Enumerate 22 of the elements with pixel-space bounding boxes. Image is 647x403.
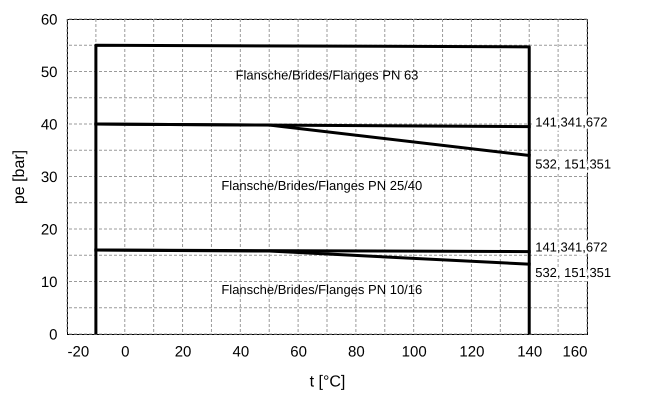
x-tick-label: 40 (232, 344, 250, 360)
x-tick-label: 0 (121, 344, 130, 360)
y-tick-label: 50 (40, 64, 58, 81)
x-tick-label: 20 (174, 344, 192, 360)
annotation: Flansche/Brides/Flanges PN 63 (236, 68, 418, 83)
x-tick-label: 80 (348, 344, 365, 360)
annotation: Flansche/Brides/Flanges PN 10/16 (221, 282, 422, 297)
annotation: Flansche/Brides/Flanges PN 25/40 (221, 178, 422, 193)
x-tick-label: 160 (562, 344, 588, 360)
x-tick-label: -20 (68, 344, 90, 360)
y-tick-label: 20 (40, 222, 58, 238)
y-tick-label: 30 (40, 169, 58, 186)
y-axis-title: pe [bar] (10, 150, 28, 204)
y-tick-label: 0 (49, 326, 58, 344)
y-tick-label: 40 (40, 116, 58, 134)
x-tick-label: 140 (517, 344, 542, 360)
y-tick-label: 10 (40, 274, 58, 291)
x-tick-label: 60 (290, 344, 307, 360)
x-tick-label: 100 (402, 344, 427, 360)
x-tick-label: 120 (459, 344, 484, 360)
x-axis-title: t [°C] (310, 374, 346, 390)
y-tick-label: 60 (40, 12, 58, 28)
